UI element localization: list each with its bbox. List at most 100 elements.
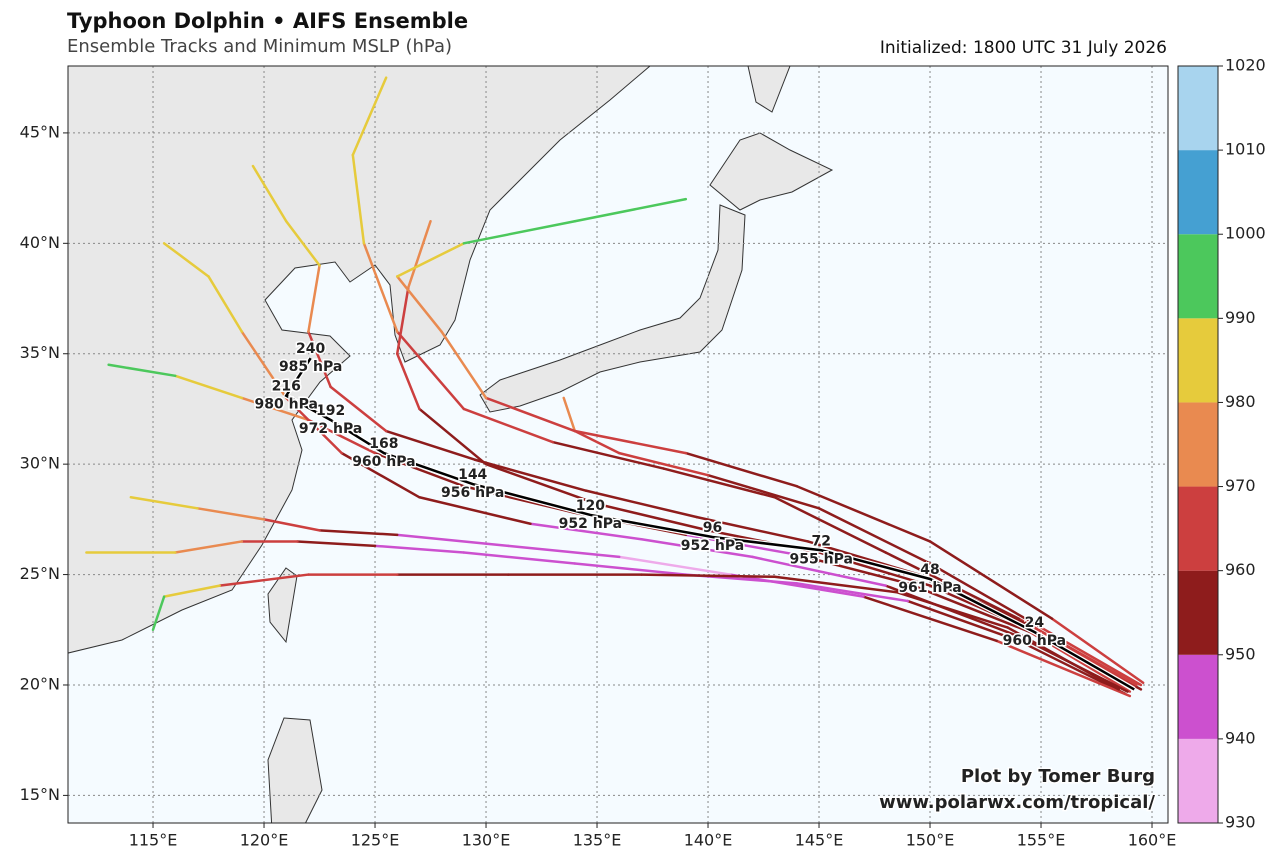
track-segment: [251, 164, 288, 223]
track-segment: [817, 507, 932, 565]
colorbar-band: [1178, 570, 1218, 655]
axes: 115°E 120°E 125°E 130°E 135°E 140°E 145°E 150°E…: [20, 122, 1177, 849]
lon-tick-label: 135°E: [573, 831, 622, 850]
pressure-label: 960 hPa: [1003, 633, 1066, 649]
track-segment: [773, 496, 887, 554]
lon-tick-label: 140°E: [684, 831, 733, 850]
colorbar-band: [1178, 654, 1218, 739]
hour-label: 168: [369, 436, 398, 452]
track-segment: [395, 352, 421, 411]
track-segment: [162, 584, 221, 598]
track-segment: [362, 242, 399, 333]
track-segment: [562, 396, 577, 433]
hour-label: 120: [576, 498, 605, 514]
colorbar-label: 960: [1225, 560, 1256, 579]
track-segment: [351, 76, 388, 157]
track-segment: [173, 374, 244, 400]
pressure-label: 960 hPa: [352, 454, 415, 470]
colorbar-label: 980: [1225, 392, 1256, 411]
colorbar-band: [1178, 738, 1218, 823]
lat-tick-label: 25°N: [20, 564, 60, 583]
track-segment: [340, 451, 421, 499]
colorbar-frame: [1177, 65, 1219, 824]
track-segment: [484, 396, 577, 433]
track-segment: [329, 385, 388, 433]
track-segment: [473, 458, 588, 492]
mean-track: 24 960 hPa 48 961 hPa 72 955 hPa 96 952 hPa 120 9…: [253, 340, 1136, 692]
track-segment: [795, 582, 910, 603]
track-segment: [395, 533, 510, 548]
hour-label: 72: [811, 533, 830, 549]
lon-tick-label: 115°E: [129, 831, 178, 850]
colorbar-band: [1178, 66, 1218, 151]
land-taiwan: [267, 567, 298, 644]
track-segment: [240, 330, 288, 400]
lon-tick-label: 145°E: [795, 831, 844, 850]
hour-label: 192: [316, 403, 345, 419]
track-segment: [506, 544, 621, 559]
hour-label: 240: [296, 341, 325, 357]
track-segment: [418, 496, 532, 526]
colorbar-band: [1178, 234, 1218, 319]
track-segment: [418, 407, 488, 466]
track-segment: [462, 551, 577, 565]
pressure-label: 956 hPa: [441, 485, 504, 501]
track-segment: [906, 582, 1032, 634]
track-segment: [218, 573, 310, 587]
lat-tick-label: 15°N: [20, 785, 60, 804]
track-segment: [129, 496, 199, 510]
title: Typhoon Dolphin • AIFS Ensemble: [67, 9, 468, 33]
track-segment: [573, 562, 688, 576]
track-segment: [817, 551, 932, 587]
track-segment: [395, 286, 410, 355]
land-hokkaido: [709, 132, 834, 211]
track-segment: [318, 529, 399, 537]
track-segment: [884, 584, 1021, 638]
pressure-label: 985 hPa: [279, 359, 342, 375]
track-segment: [440, 330, 488, 400]
track-segment: [773, 575, 898, 594]
colorbar-label: 1000: [1225, 224, 1266, 243]
track-segment: [906, 599, 1021, 643]
lon-tick-label: 155°E: [1017, 831, 1066, 850]
colorbar-label: 990: [1225, 308, 1256, 327]
track-segment: [795, 553, 910, 585]
track-segment: [373, 544, 466, 554]
pressure-label: 952 hPa: [681, 538, 744, 554]
subtitle: Ensemble Tracks and Minimum MSLP (hPa): [67, 36, 452, 57]
track-segment: [395, 242, 466, 278]
track-segment: [695, 515, 810, 543]
colorbar-label: 950: [1225, 644, 1256, 663]
track-segment: [1017, 635, 1129, 693]
track-segment: [240, 396, 310, 422]
track-segment: [151, 595, 166, 632]
track-segment: [284, 219, 321, 267]
colorbar-label: 1010: [1225, 140, 1266, 159]
track-segment: [462, 407, 554, 444]
track-segment: [395, 275, 443, 333]
track-segment: [995, 639, 1132, 698]
track-segment: [551, 440, 665, 470]
pressure-label: 972 hPa: [299, 421, 362, 437]
init-time: Initialized: 1800 UTC 31 July 2026: [880, 38, 1167, 58]
track-segment: [373, 451, 466, 488]
credit: Plot by Tomer Burg: [961, 766, 1155, 787]
track-segment: [1028, 630, 1132, 693]
hour-label: 48: [920, 562, 939, 578]
colorbar-band: [1178, 402, 1218, 487]
colorbar-label: 930: [1225, 813, 1256, 832]
track-segment: [728, 573, 865, 598]
track-segment: [862, 595, 998, 643]
track-segment: [484, 462, 599, 506]
land-japan: [479, 204, 746, 413]
track-segment: [584, 489, 699, 519]
land-luzon: [267, 717, 323, 823]
lat-tick-label: 35°N: [20, 343, 60, 362]
colorbar-band: [1178, 318, 1218, 403]
colorbar-label: 940: [1225, 728, 1256, 747]
mean-track-line: [284, 357, 1135, 691]
track-segment: [751, 555, 887, 587]
track-segment: [684, 451, 799, 488]
track-segment: [395, 330, 466, 411]
track-segment: [307, 418, 377, 455]
